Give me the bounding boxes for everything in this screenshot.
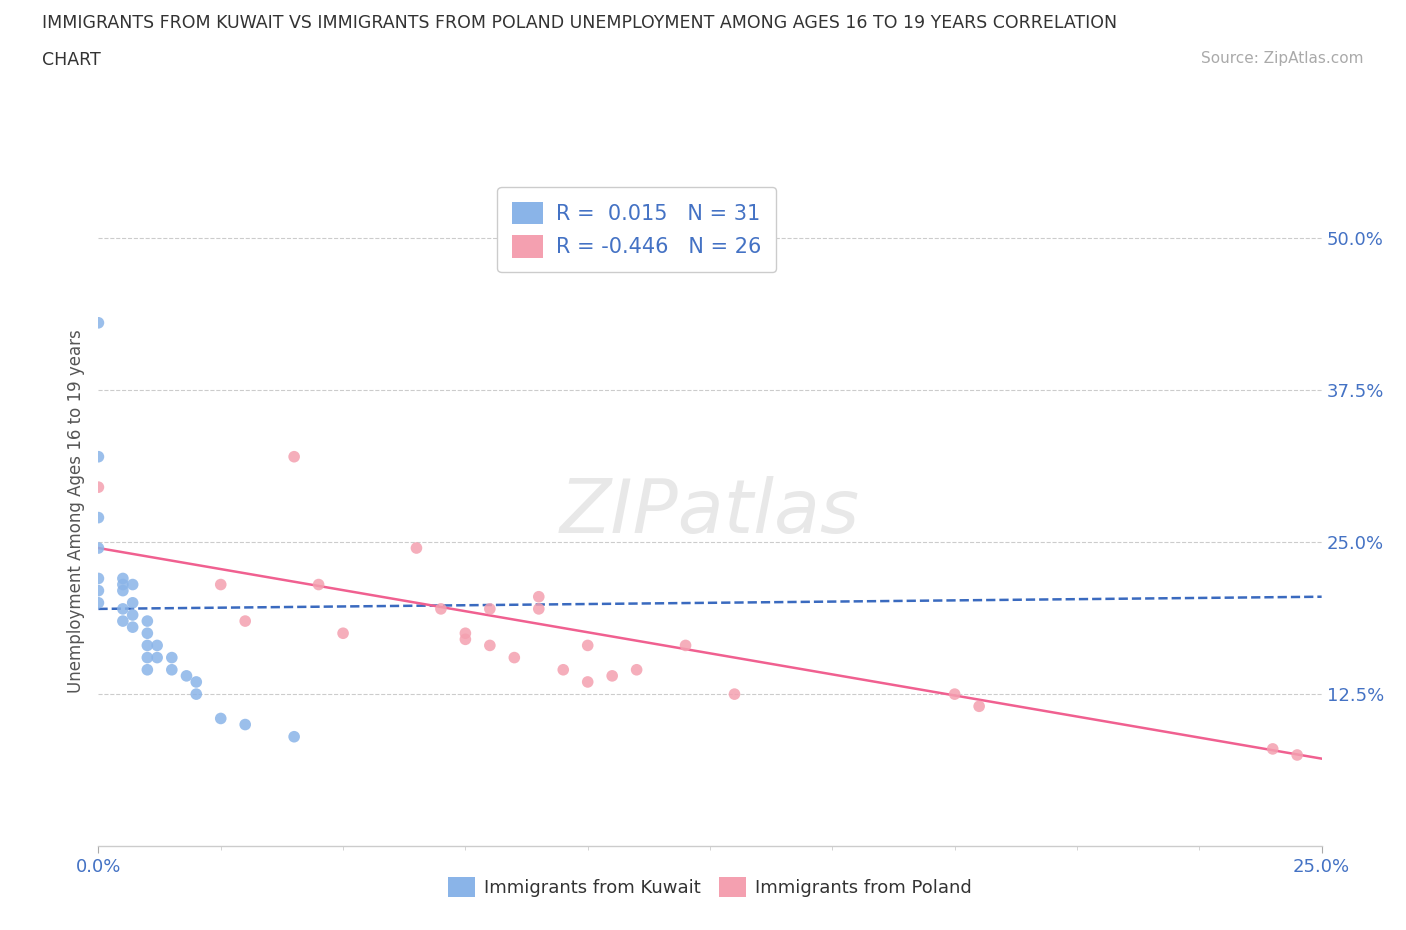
Point — [87, 540, 110, 555]
Point — [111, 571, 134, 586]
Point — [136, 638, 159, 653]
Point — [1261, 741, 1284, 756]
Text: ZIPatlas: ZIPatlas — [560, 475, 860, 548]
Y-axis label: Unemployment Among Ages 16 to 19 years: Unemployment Among Ages 16 to 19 years — [66, 329, 84, 694]
Point — [87, 583, 110, 598]
Point — [136, 626, 159, 641]
Point — [723, 686, 745, 701]
Point — [405, 540, 427, 555]
Point — [160, 662, 183, 677]
Point — [121, 578, 143, 592]
Point — [478, 602, 501, 617]
Point — [186, 686, 208, 701]
Point — [87, 511, 110, 525]
Point — [308, 578, 330, 592]
Point — [600, 669, 623, 684]
Point — [121, 607, 143, 622]
Point — [576, 638, 599, 653]
Point — [111, 583, 134, 598]
Text: IMMIGRANTS FROM KUWAIT VS IMMIGRANTS FROM POLAND UNEMPLOYMENT AMONG AGES 16 TO 1: IMMIGRANTS FROM KUWAIT VS IMMIGRANTS FRO… — [42, 14, 1118, 32]
Point — [146, 650, 169, 665]
Point — [527, 602, 550, 617]
Point — [176, 669, 198, 684]
Point — [478, 638, 501, 653]
Point — [527, 590, 550, 604]
Point — [430, 602, 453, 617]
Point — [233, 614, 256, 629]
Point — [121, 595, 143, 610]
Point — [209, 711, 232, 726]
Point — [87, 315, 110, 330]
Point — [283, 449, 305, 464]
Point — [87, 571, 110, 586]
Point — [943, 686, 966, 701]
Point — [111, 578, 134, 592]
Point — [283, 729, 305, 744]
Point — [454, 626, 477, 641]
Point — [209, 578, 232, 592]
Point — [967, 698, 990, 713]
Point — [553, 662, 575, 677]
Point — [87, 595, 110, 610]
Point — [121, 619, 143, 634]
Point — [136, 650, 159, 665]
Point — [136, 662, 159, 677]
Point — [87, 480, 110, 495]
Point — [503, 650, 526, 665]
Point — [576, 674, 599, 689]
Point — [1286, 748, 1309, 763]
Point — [233, 717, 256, 732]
Point — [87, 449, 110, 464]
Point — [111, 614, 134, 629]
Point — [675, 638, 697, 653]
Point — [146, 638, 169, 653]
Point — [186, 674, 208, 689]
Text: CHART: CHART — [42, 51, 101, 69]
Point — [454, 631, 477, 646]
Point — [332, 626, 354, 641]
Text: Source: ZipAtlas.com: Source: ZipAtlas.com — [1201, 51, 1364, 66]
Point — [111, 602, 134, 617]
Legend: Immigrants from Kuwait, Immigrants from Poland: Immigrants from Kuwait, Immigrants from … — [441, 870, 979, 904]
Point — [136, 614, 159, 629]
Point — [626, 662, 648, 677]
Point — [160, 650, 183, 665]
